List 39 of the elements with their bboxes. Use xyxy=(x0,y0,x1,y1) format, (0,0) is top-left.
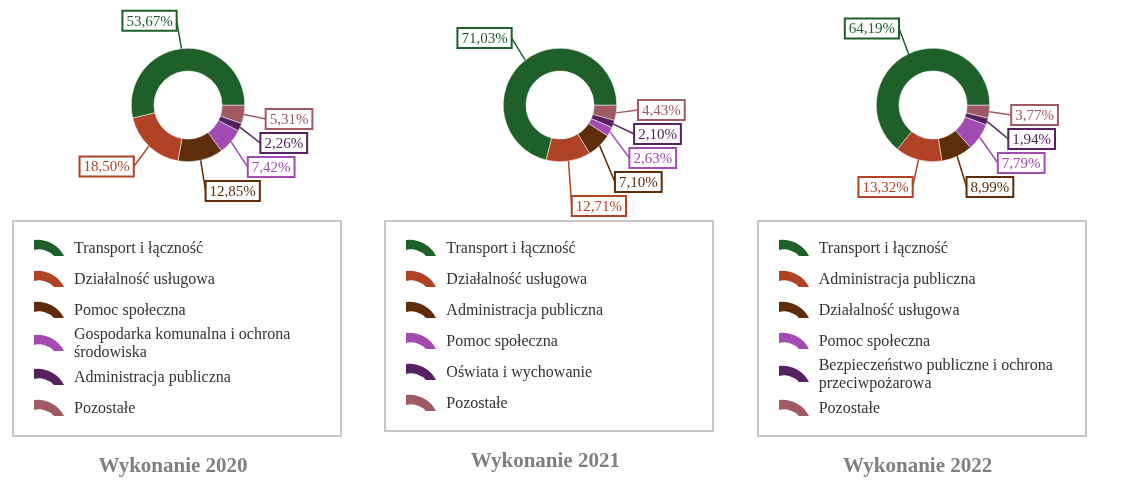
legend-label: Bezpieczeństwo publiczne i ochrona przeciwpożarowa xyxy=(818,356,1054,392)
legend-label: Transport i łączność xyxy=(446,238,576,257)
legend-label: Transport i łączność xyxy=(818,238,948,257)
text: Wykonanie 2020 xyxy=(97,453,249,478)
legend-label: Gospodarka komunalna i ochrona środowiska xyxy=(74,325,292,361)
data-label: 5,31% xyxy=(269,111,309,128)
data-label: 53,67% xyxy=(126,12,173,29)
legend-label: Pozostałe xyxy=(446,393,508,412)
text: Wykonanie 2022 xyxy=(842,453,994,478)
legend-label: Działalność usługowa xyxy=(818,300,960,319)
data-label: 4,43% xyxy=(642,101,682,118)
text: Wykonanie 2021 xyxy=(469,448,621,473)
data-label: 13,32% xyxy=(862,178,909,195)
data-label: 71,03% xyxy=(461,30,509,47)
legend-label: Działalność usługowa xyxy=(74,269,215,288)
data-label: 3,77% xyxy=(1014,106,1054,123)
legend-label: Pomoc społeczna xyxy=(818,331,931,350)
data-label: 1,94% xyxy=(1011,130,1051,147)
legend-label: Administracja publiczna xyxy=(818,269,976,288)
data-label: 8,99% xyxy=(970,178,1009,195)
data-label: 7,10% xyxy=(619,173,659,190)
data-label: 2,63% xyxy=(633,149,673,166)
legend-label: Administracja publiczna xyxy=(74,367,231,386)
data-label: 18,50% xyxy=(83,158,130,175)
data-label: 7,79% xyxy=(1001,154,1041,171)
data-label: 7,42% xyxy=(251,159,291,176)
legend-label: Pozostałe xyxy=(818,398,880,417)
data-label: 64,19% xyxy=(848,20,895,37)
data-label: 2,10% xyxy=(638,125,678,142)
legend-label: Pomoc społeczna xyxy=(74,300,186,319)
data-label: 2,26% xyxy=(264,135,304,152)
legend-label: Pozostałe xyxy=(74,398,136,417)
legend-label: Działalność usługowa xyxy=(446,269,588,288)
legend-label: Pomoc społeczna xyxy=(446,331,558,350)
legend-label: Oświata i wychowanie xyxy=(446,362,593,381)
data-label: 12,71% xyxy=(576,197,623,214)
legend-label: Administracja publiczna xyxy=(446,300,604,319)
legend-label: Transport i łączność xyxy=(74,238,204,257)
data-label: 12,85% xyxy=(209,183,256,200)
